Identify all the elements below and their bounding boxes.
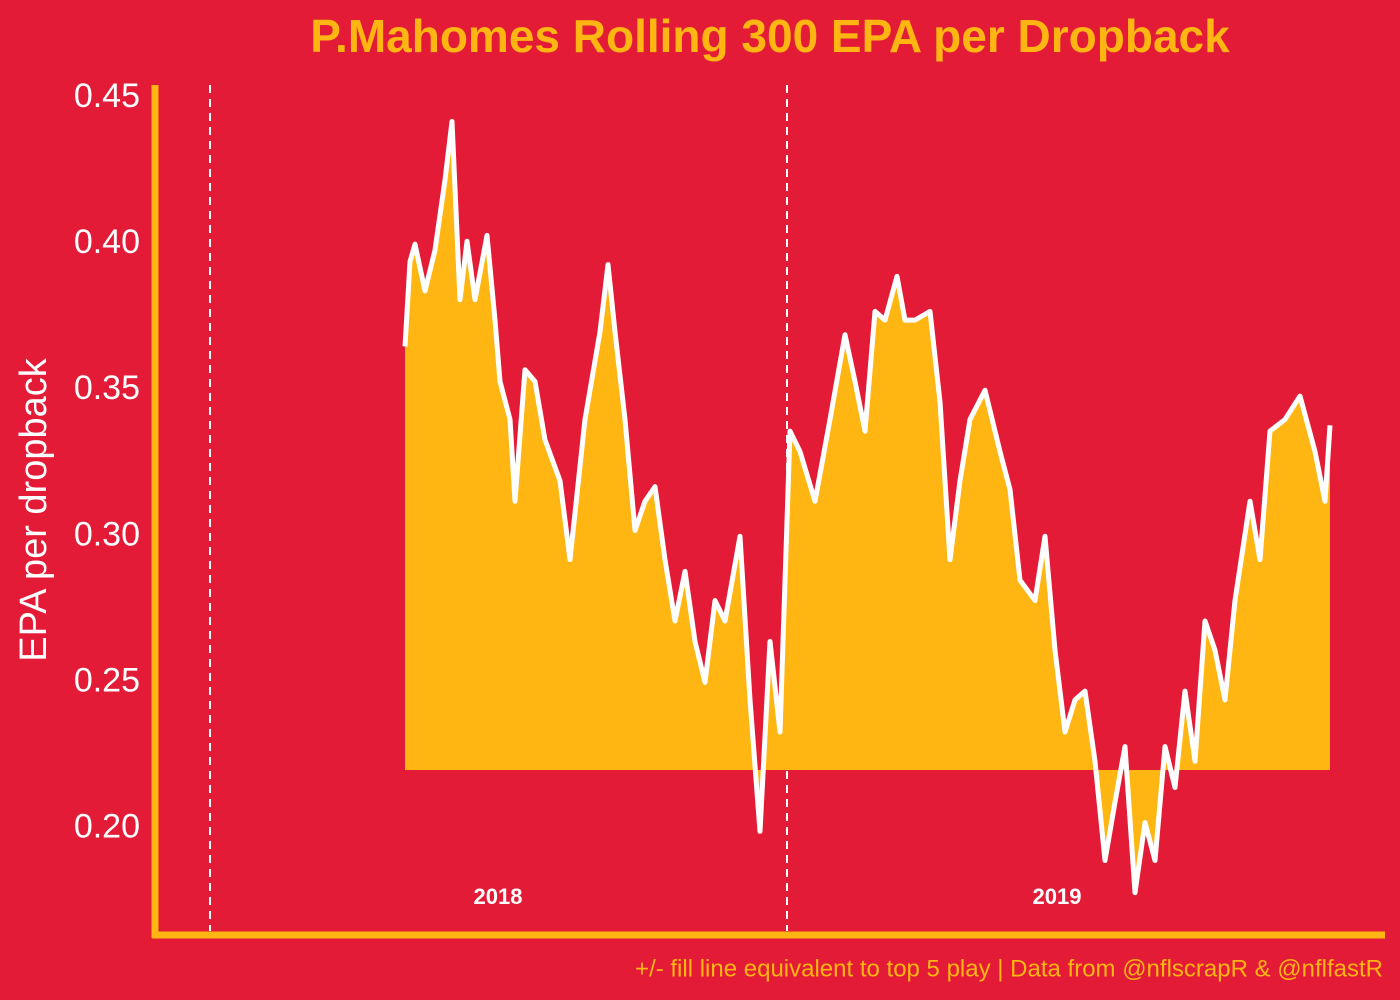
y-tick-label: 0.35 <box>74 369 140 407</box>
y-tick-label: 0.20 <box>74 807 140 845</box>
caption: +/- fill line equivalent to top 5 play |… <box>635 955 1383 982</box>
y-axis-label: EPA per dropback <box>13 357 55 661</box>
chart-title: P.Mahomes Rolling 300 EPA per Dropback <box>310 10 1230 62</box>
y-tick-label: 0.30 <box>74 515 140 553</box>
line <box>402 119 1333 896</box>
area-fill <box>405 121 1330 893</box>
season-label: 2018 <box>474 884 523 909</box>
season-label: 2019 <box>1033 884 1082 909</box>
y-tick-label: 0.40 <box>74 223 140 261</box>
y-tick-label: 0.45 <box>74 77 140 115</box>
y-tick-label: 0.25 <box>74 661 140 699</box>
